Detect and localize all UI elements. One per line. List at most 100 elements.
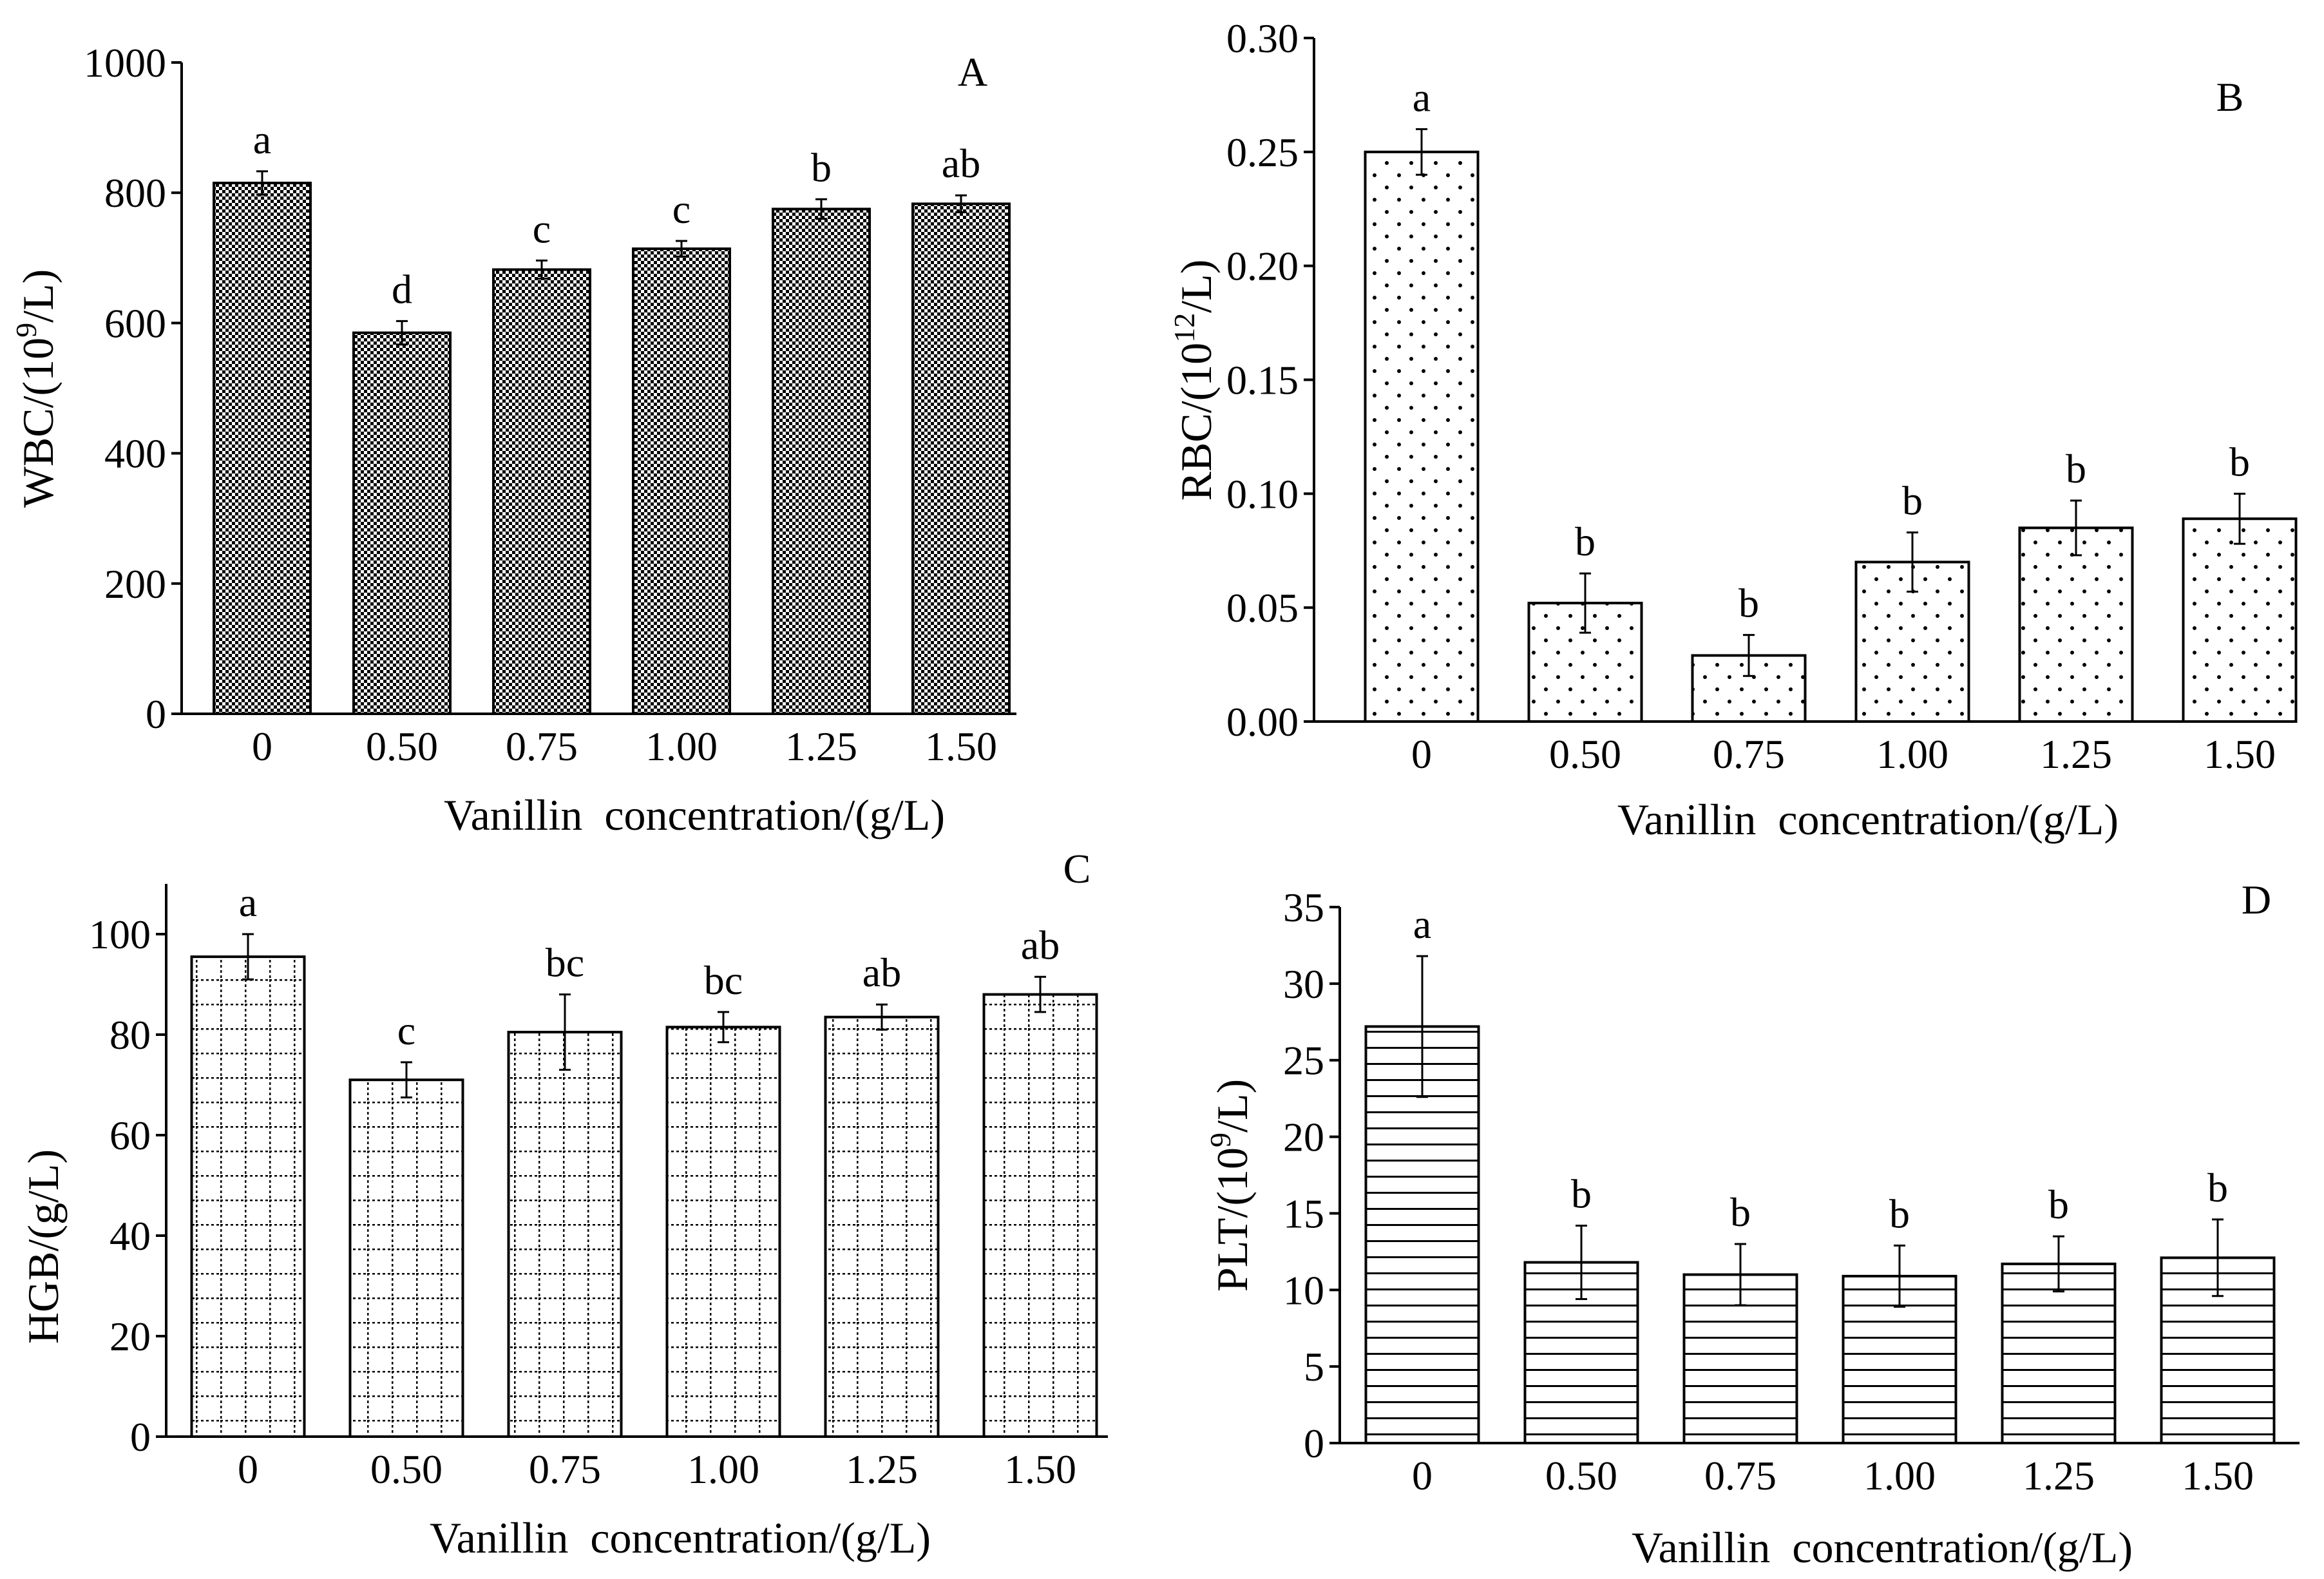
y-tick-label: 60 xyxy=(110,1113,151,1158)
panel-b-chart: 0.00 0.05 0.10 0.15 0.20 0.25 0.30 a 0 b 0.50 b 0.75… xyxy=(1168,15,2298,844)
significance-letter: b xyxy=(2048,1182,2069,1227)
y-tick-label: 5 xyxy=(1304,1344,1324,1390)
bar xyxy=(772,207,871,716)
bar xyxy=(492,268,591,715)
bar xyxy=(2001,1262,2117,1444)
y-tick-label: 0 xyxy=(146,691,166,737)
significance-letter: d xyxy=(392,266,412,312)
significance-letter: ab xyxy=(1021,922,1060,968)
y-tick-label: 0.30 xyxy=(1226,15,1299,61)
significance-letter: ab xyxy=(942,140,980,186)
bar xyxy=(213,182,312,716)
x-tick-label: 1.50 xyxy=(2204,731,2276,777)
x-tick-label: 0.75 xyxy=(1713,731,1785,777)
x-tick-label: 0.50 xyxy=(1549,731,1621,777)
significance-letter: a xyxy=(1413,74,1431,120)
y-tick-label: 1000 xyxy=(84,40,166,86)
y-tick-label: 600 xyxy=(104,300,166,346)
x-tick-label: 0.50 xyxy=(1545,1453,1617,1498)
y-tick-label: 0.25 xyxy=(1226,129,1299,175)
y-tick-label: 35 xyxy=(1283,885,1324,930)
bar xyxy=(348,1078,464,1438)
y-tick-label: 0.05 xyxy=(1226,585,1299,631)
significance-letter: b xyxy=(1738,580,1759,626)
x-tick-label: 1.00 xyxy=(1863,1453,1936,1498)
x-tick-label: 1.25 xyxy=(846,1446,918,1492)
y-axis-title: WBC/(109/L) xyxy=(10,269,62,508)
y-tick-label: 800 xyxy=(104,170,166,216)
significance-letter: b xyxy=(2229,439,2250,484)
bar xyxy=(1364,150,1480,723)
x-tick-label: 1.50 xyxy=(2182,1453,2254,1498)
bar xyxy=(665,1026,781,1439)
x-tick-label: 0.50 xyxy=(366,723,438,769)
bar xyxy=(507,1031,623,1438)
y-tick-label: 20 xyxy=(110,1314,151,1359)
y-tick-label: 100 xyxy=(89,912,151,957)
y-tick-label: 30 xyxy=(1283,961,1324,1007)
y-axis-title: PLT/(109/L) xyxy=(1204,1079,1257,1292)
y-tick-label: 400 xyxy=(104,431,166,477)
significance-letter: b xyxy=(1902,477,1923,523)
significance-letter: b xyxy=(1575,519,1595,564)
x-tick-label: 1.50 xyxy=(1004,1446,1076,1492)
significance-letter: b xyxy=(2207,1165,2228,1211)
panel-c-chart: 0 20 40 60 80 100 a 0 c 0.50 bc 0.75 bc 1.00 ab 1.25 ab 1… xyxy=(19,846,1108,1562)
x-tick-label: 0.75 xyxy=(529,1446,601,1492)
bar xyxy=(982,993,1098,1438)
y-tick-label: 200 xyxy=(104,561,166,607)
significance-letter: c xyxy=(672,186,691,232)
significance-letter: b xyxy=(1889,1191,1910,1236)
significance-letter: a xyxy=(1413,901,1431,947)
x-axis-title: Vanillin concentration/(g/L) xyxy=(444,790,945,839)
significance-letter: a xyxy=(253,117,271,162)
panel-letter: A xyxy=(958,49,987,95)
y-tick-label: 0.20 xyxy=(1226,244,1299,289)
bar xyxy=(352,331,452,715)
x-tick-label: 0.75 xyxy=(1704,1453,1776,1498)
bar xyxy=(824,1015,940,1438)
y-tick-label: 10 xyxy=(1283,1267,1324,1313)
y-tick-label: 25 xyxy=(1283,1038,1324,1084)
bar xyxy=(911,202,1011,715)
bar xyxy=(632,247,731,715)
y-tick-label: 0.00 xyxy=(1226,699,1299,745)
bar xyxy=(190,955,306,1438)
x-tick-label: 0 xyxy=(1412,1453,1433,1498)
significance-letter: c xyxy=(397,1008,415,1053)
panel-letter: D xyxy=(2242,877,2271,923)
x-tick-label: 1.00 xyxy=(1876,731,1948,777)
y-tick-label: 20 xyxy=(1283,1115,1324,1160)
y-tick-label: 0.15 xyxy=(1226,358,1299,403)
y-tick-label: 0 xyxy=(1304,1421,1324,1466)
x-tick-label: 1.00 xyxy=(645,723,718,769)
bar xyxy=(2018,526,2134,723)
x-tick-label: 0 xyxy=(238,1446,258,1492)
x-tick-label: 1.25 xyxy=(2040,731,2112,777)
x-tick-label: 0 xyxy=(1411,731,1432,777)
x-tick-label: 1.25 xyxy=(785,723,857,769)
panel-letter: B xyxy=(2216,74,2244,120)
x-tick-label: 0 xyxy=(252,723,272,769)
x-tick-label: 0.75 xyxy=(506,723,578,769)
y-tick-label: 15 xyxy=(1283,1191,1324,1236)
y-axis-title: HGB/(g/L) xyxy=(19,1149,68,1344)
y-tick-label: 40 xyxy=(110,1213,151,1259)
significance-letter: b xyxy=(2066,446,2086,492)
y-tick-label: 0 xyxy=(130,1414,151,1460)
x-axis-title: Vanillin concentration/(g/L) xyxy=(1617,795,2119,844)
significance-letter: a xyxy=(239,879,257,925)
significance-letter: c xyxy=(533,206,551,251)
significance-letter: b xyxy=(1730,1189,1751,1235)
x-axis-title: Vanillin concentration/(g/L) xyxy=(1632,1523,2133,1572)
panel-letter: C xyxy=(1063,846,1091,892)
x-tick-label: 0.50 xyxy=(370,1446,443,1492)
x-axis-title: Vanillin concentration/(g/L) xyxy=(430,1513,931,1562)
significance-letter: bc xyxy=(546,940,584,986)
panel-a-chart: 0 200 400 600 800 1000 a 0 d 0.50 c 0.75 c 1.00 b 1.25 a… xyxy=(10,40,1016,839)
x-tick-label: 1.50 xyxy=(925,723,997,769)
significance-letter: bc xyxy=(704,957,743,1003)
significance-letter: b xyxy=(1571,1171,1592,1216)
significance-letter: ab xyxy=(862,950,901,995)
